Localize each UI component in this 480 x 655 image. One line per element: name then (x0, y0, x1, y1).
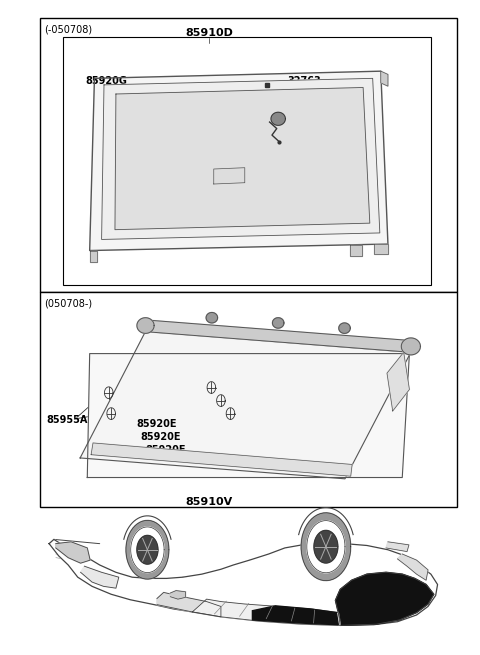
Polygon shape (252, 606, 338, 625)
Text: (050708-): (050708-) (44, 299, 93, 309)
Polygon shape (386, 542, 409, 552)
Polygon shape (56, 542, 90, 563)
Polygon shape (387, 352, 409, 411)
Text: 85920E: 85920E (296, 121, 337, 130)
Polygon shape (131, 527, 164, 572)
Polygon shape (301, 513, 351, 580)
Polygon shape (397, 554, 428, 580)
Polygon shape (87, 354, 409, 477)
Polygon shape (401, 338, 420, 355)
Polygon shape (350, 246, 362, 255)
Polygon shape (137, 318, 154, 333)
Polygon shape (273, 318, 284, 328)
Text: (-050708): (-050708) (44, 24, 93, 35)
Polygon shape (336, 572, 434, 626)
Text: 85910V: 85910V (185, 497, 233, 507)
Polygon shape (142, 320, 411, 352)
Polygon shape (90, 251, 97, 262)
Polygon shape (91, 443, 352, 476)
Polygon shape (115, 88, 370, 230)
Polygon shape (80, 331, 411, 479)
Polygon shape (157, 592, 221, 617)
Bar (39, 291, 457, 507)
Polygon shape (307, 521, 345, 572)
Polygon shape (126, 521, 169, 579)
Polygon shape (192, 599, 340, 626)
Bar (63, 37, 431, 285)
Text: 85920E: 85920E (136, 419, 177, 429)
Polygon shape (339, 323, 350, 333)
Polygon shape (137, 535, 158, 564)
Bar (39, 18, 457, 291)
Polygon shape (49, 539, 438, 626)
Polygon shape (170, 591, 186, 599)
Polygon shape (102, 79, 380, 240)
Text: 85955A: 85955A (47, 415, 88, 425)
Polygon shape (381, 71, 388, 86)
Text: 85920F: 85920F (252, 96, 292, 105)
Text: 85910D: 85910D (185, 28, 233, 38)
Text: 32763: 32763 (288, 76, 322, 86)
Text: 85920E: 85920E (141, 432, 181, 442)
Polygon shape (214, 168, 245, 184)
Polygon shape (314, 531, 338, 563)
Polygon shape (90, 71, 388, 251)
Text: 85920G: 85920G (85, 76, 127, 86)
Polygon shape (373, 244, 388, 254)
Polygon shape (206, 312, 217, 323)
Polygon shape (271, 112, 285, 125)
Polygon shape (81, 566, 119, 588)
Text: 85920E: 85920E (145, 445, 186, 455)
